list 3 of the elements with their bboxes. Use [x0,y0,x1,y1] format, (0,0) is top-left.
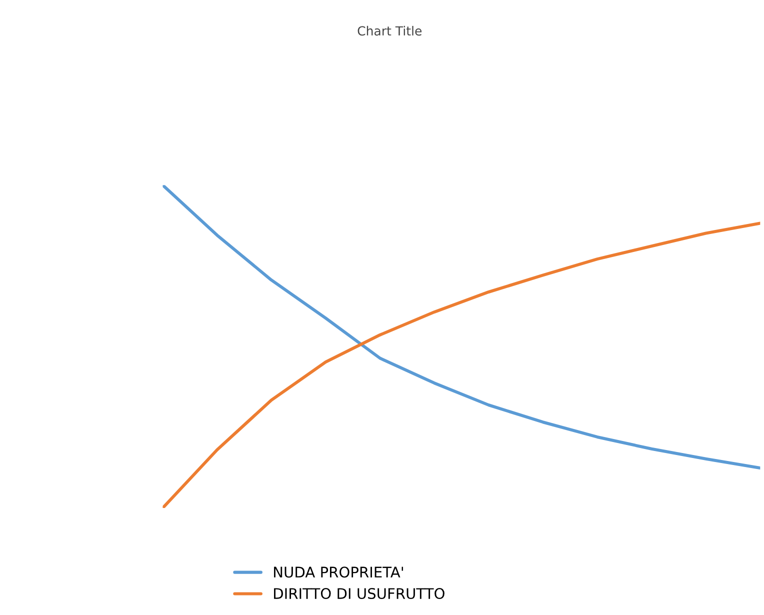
chart-title: Chart Title [358,26,422,36]
legend-label: NUDA PROPRIETA' [274,566,403,578]
legend-label: DIRITTO DI USUFRUTTO [274,588,444,600]
